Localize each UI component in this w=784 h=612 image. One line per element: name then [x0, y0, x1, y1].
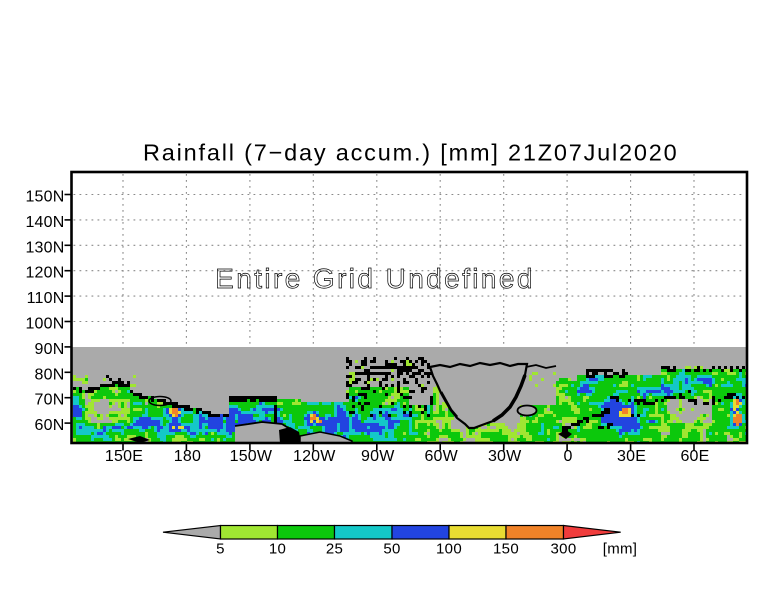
- svg-text:60N: 60N: [35, 417, 65, 434]
- svg-text:140N: 140N: [25, 214, 64, 231]
- svg-text:130N: 130N: [25, 239, 64, 256]
- svg-text:25: 25: [326, 541, 343, 558]
- svg-text:90W: 90W: [361, 448, 395, 465]
- svg-text:100: 100: [436, 541, 462, 558]
- svg-text:150E: 150E: [105, 448, 143, 465]
- svg-text:[mm]: [mm]: [603, 541, 638, 558]
- svg-text:150: 150: [493, 541, 519, 558]
- svg-text:30W: 30W: [488, 448, 522, 465]
- svg-text:30E: 30E: [617, 448, 646, 465]
- svg-text:Entire Grid Undefined: Entire Grid Undefined: [215, 263, 535, 294]
- svg-text:10: 10: [269, 541, 286, 558]
- svg-text:0: 0: [564, 448, 573, 465]
- svg-text:300: 300: [551, 541, 577, 558]
- svg-text:60E: 60E: [680, 448, 709, 465]
- svg-text:5: 5: [216, 541, 225, 558]
- svg-text:110N: 110N: [27, 290, 65, 307]
- svg-text:80N: 80N: [35, 366, 65, 383]
- svg-text:70N: 70N: [35, 392, 65, 409]
- svg-text:90N: 90N: [35, 341, 65, 358]
- svg-text:60W: 60W: [424, 448, 458, 465]
- svg-text:Rainfall (7−day accum.) [mm] 2: Rainfall (7−day accum.) [mm] 21Z07Jul202…: [143, 140, 679, 166]
- svg-text:150N: 150N: [25, 189, 64, 206]
- svg-text:100N: 100N: [25, 316, 64, 333]
- svg-text:50: 50: [383, 541, 400, 558]
- svg-text:120W: 120W: [293, 448, 336, 465]
- svg-text:150W: 150W: [230, 448, 273, 465]
- svg-text:180: 180: [174, 448, 201, 465]
- svg-text:120N: 120N: [25, 265, 64, 282]
